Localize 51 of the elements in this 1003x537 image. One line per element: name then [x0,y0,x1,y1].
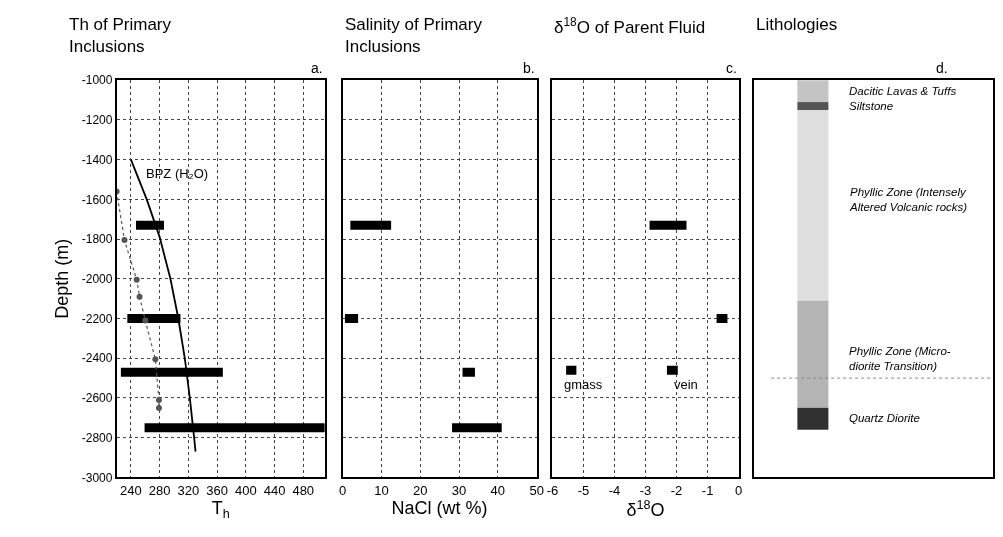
y-axis-title: Depth (m) [52,238,73,319]
chart-title: Th of Primary Inclusions [69,15,172,57]
y-tick-label: -2800 [81,430,113,445]
x-tick-label: -2 [670,482,683,498]
text: d. [936,60,948,76]
y-tick-label: -1600 [81,192,113,207]
y-tick-label: -2400 [81,351,113,366]
text: a. [311,60,323,76]
y-tick-label: -2200 [81,311,113,326]
x-axis-title: T$_{h}$ [211,497,230,521]
x-axis-title: NaCl (wt %) [391,497,488,518]
text: Phyllic Zone (Intensely Altered Volcanic rocks) [849,186,968,213]
x-tick-label: 0 [338,482,347,498]
annotation: vein [674,377,698,392]
text: Phyllic Zone (Micro-diorite Transition) [849,345,951,372]
chart-title: Salinity of Primary Inclusions [345,15,483,57]
x-tick-label: 440 [263,482,286,498]
x-tick-label: 40 [490,482,506,498]
x-tick-label: 360 [206,482,228,498]
x-tick-label: -6 [546,482,559,498]
x-tick-label: -3 [639,482,652,498]
text: Quartz Diorite [849,412,920,424]
chart-title: δ$^{18}$O of Parent Fluid [554,15,706,38]
y-tick-label: -1400 [81,152,113,167]
text: c. [726,60,737,76]
text: Dacitic Lavas & Tuffs [849,85,957,97]
x-tick-label: 50 [529,482,544,498]
x-tick-label: 0 [734,482,743,498]
y-tick-label: -2600 [81,391,113,406]
x-tick-label: 400 [234,482,257,498]
annotation: gmass [564,377,603,392]
x-axis-title: δ$^{18}$O [626,497,665,521]
text: Lithologies [756,15,838,34]
y-tick-label: -1800 [81,232,113,247]
x-tick-label: 280 [148,482,171,498]
x-tick-label: -1 [701,482,714,498]
x-tick-label: -5 [577,482,590,498]
x-tick-label: 10 [374,482,389,498]
text: b. [523,60,535,76]
text: Siltstone [849,100,894,112]
x-tick-label: -4 [608,482,621,498]
y-tick-label: -1000 [81,73,113,88]
x-tick-label: 20 [412,482,428,498]
x-tick-label: 30 [451,482,467,498]
y-tick-label: -2000 [81,272,113,286]
y-tick-label: -3000 [81,470,113,485]
annotation: BPZ (H₂O) [146,166,209,181]
x-tick-label: 320 [177,482,200,498]
x-tick-label: 480 [292,482,315,498]
x-tick-label: 240 [120,482,142,498]
y-tick-label: -1200 [81,113,113,128]
